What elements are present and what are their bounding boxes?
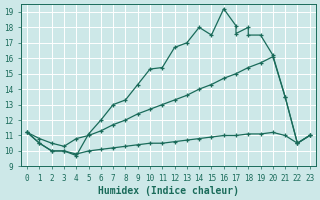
X-axis label: Humidex (Indice chaleur): Humidex (Indice chaleur) bbox=[98, 186, 239, 196]
